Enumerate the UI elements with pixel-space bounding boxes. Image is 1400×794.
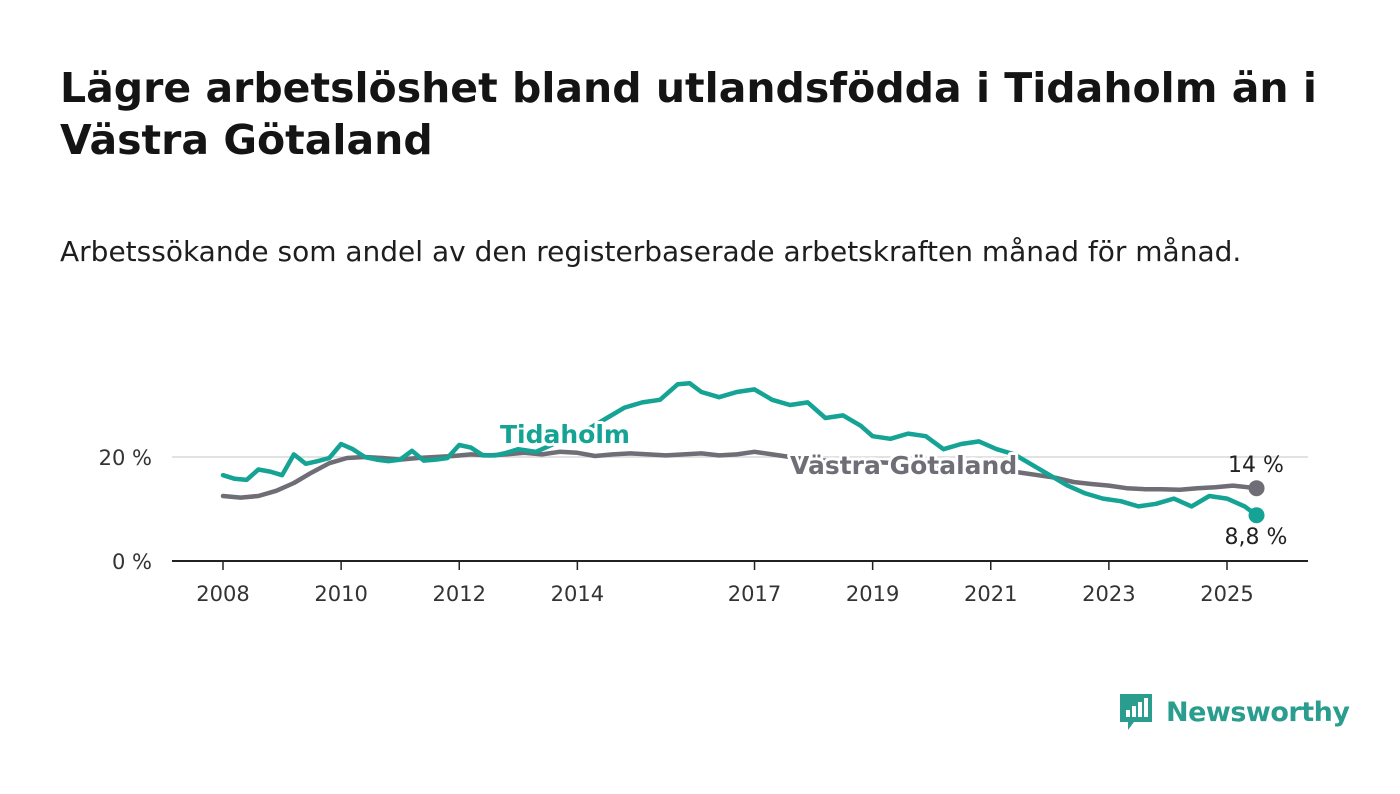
end-point-vastra-gotaland [1248, 480, 1265, 497]
series-line-tidaholm [220, 380, 1259, 518]
x-tick-label: 2014 [551, 582, 604, 606]
newsworthy-logo-icon [1120, 694, 1152, 730]
x-tick-label: 2010 [314, 582, 367, 606]
end-label-vastra-gotaland: 14 % [1228, 453, 1284, 478]
x-tick-label: 2008 [196, 582, 249, 606]
x-tick-label: 2017 [728, 582, 781, 606]
x-tick-label: 2023 [1082, 582, 1135, 606]
x-tick-label: 2019 [846, 582, 899, 606]
x-tick-label: 2025 [1200, 582, 1253, 606]
series-label-vastra-gotaland: Västra Götaland [790, 451, 1017, 480]
end-point-tidaholm [1248, 507, 1265, 524]
y-tick-label: 0 % [112, 550, 152, 574]
chart-title: Lägre arbetslöshet bland utlandsfödda i … [60, 64, 1317, 164]
series-label-tidaholm: Tidaholm [500, 420, 630, 449]
x-tick-label: 2021 [964, 582, 1017, 606]
newsworthy-logo: Newsworthy [1118, 690, 1350, 734]
y-tick-label: 20 % [99, 446, 152, 470]
brand-name: Newsworthy [1166, 696, 1350, 728]
chart-subtitle: Arbetssökande som andel av den registerb… [60, 235, 1242, 268]
x-tick-label: 2012 [433, 582, 486, 606]
end-label-tidaholm: 8,8 % [1225, 525, 1288, 550]
